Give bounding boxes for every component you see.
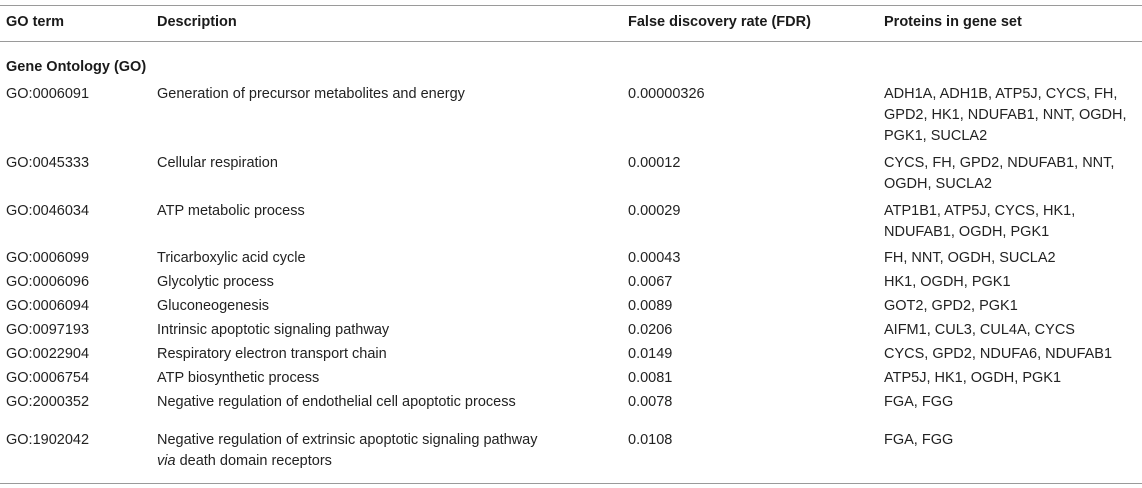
proteins-cell: FGA, FGG xyxy=(884,432,954,448)
go-term-cell: GO:0045333 xyxy=(6,155,90,171)
go-term-cell: GO:1902042 xyxy=(6,432,90,448)
go-term-cell: GO:0022904 xyxy=(6,346,90,362)
proteins-cell: ATP1B1, ATP5J, CYCS, HK1, NDUFAB1, OGDH, … xyxy=(884,203,1076,240)
fdr-cell: 0.0067 xyxy=(628,274,673,290)
header-rule xyxy=(0,41,1142,42)
top-rule xyxy=(0,5,1142,6)
fdr-cell: 0.0149 xyxy=(628,346,673,362)
proteins-cell: FGA, FGG xyxy=(884,394,954,410)
description-cell: Gluconeogenesis xyxy=(157,298,270,314)
description-cell: Negative regulation of endothelial cell … xyxy=(157,394,516,410)
go-term-cell: GO:0006094 xyxy=(6,298,90,314)
go-term-cell: GO:0006096 xyxy=(6,274,90,290)
description-cell: Generation of precursor metabolites and … xyxy=(157,86,465,102)
header-description: Description xyxy=(157,14,237,30)
description-cell: Intrinsic apoptotic signaling pathway xyxy=(157,322,390,338)
description-cell: ATP metabolic process xyxy=(157,203,305,219)
fdr-cell: 0.00029 xyxy=(628,203,681,219)
fdr-cell: 0.00043 xyxy=(628,250,681,266)
section-title: Gene Ontology (GO) xyxy=(6,59,147,75)
proteins-cell: CYCS, GPD2, NDUFA6, NDUFAB1 xyxy=(884,346,1113,362)
fdr-cell: 0.0206 xyxy=(628,322,673,338)
fdr-cell: 0.0089 xyxy=(628,298,673,314)
proteins-cell: AIFM1, CUL3, CUL4A, CYCS xyxy=(884,322,1075,338)
proteins-cell: FH, NNT, OGDH, SUCLA2 xyxy=(884,250,1056,266)
description-cell: Tricarboxylic acid cycle xyxy=(157,250,306,266)
go-term-cell: GO:0046034 xyxy=(6,203,90,219)
description-cell: ATP biosynthetic process xyxy=(157,370,320,386)
fdr-cell: 0.00012 xyxy=(628,155,681,171)
fdr-cell: 0.0108 xyxy=(628,432,673,448)
fdr-cell: 0.00000326 xyxy=(628,86,705,102)
header-go-term: GO term xyxy=(6,14,65,30)
go-term-cell: GO:2000352 xyxy=(6,394,90,410)
proteins-cell: HK1, OGDH, PGK1 xyxy=(884,274,1011,290)
description-cell: Glycolytic process xyxy=(157,274,274,290)
proteins-cell: GOT2, GPD2, PGK1 xyxy=(884,298,1018,314)
go-term-cell: GO:0006099 xyxy=(6,250,90,266)
fdr-cell: 0.0078 xyxy=(628,394,673,410)
proteins-cell: CYCS, FH, GPD2, NDUFAB1, NNT, OGDH, SUCLA… xyxy=(884,155,1115,192)
description-cell: Respiratory electron transport chain xyxy=(157,346,387,362)
description-cell: Negative regulation of extrinsic apoptot… xyxy=(157,432,538,469)
go-term-cell: GO:0006754 xyxy=(6,370,90,386)
fdr-cell: 0.0081 xyxy=(628,370,673,386)
proteins-cell: ATP5J, HK1, OGDH, PGK1 xyxy=(884,370,1062,386)
proteins-cell: ADH1A, ADH1B, ATP5J, CYCS, FH, GPD2, HK1,… xyxy=(884,86,1127,144)
header-proteins: Proteins in gene set xyxy=(884,14,1022,30)
bottom-rule xyxy=(0,483,1142,484)
go-term-cell: GO:0097193 xyxy=(6,322,90,338)
description-cell: Cellular respiration xyxy=(157,155,278,171)
header-fdr: False discovery rate (FDR) xyxy=(628,14,811,30)
go-term-cell: GO:0006091 xyxy=(6,86,90,102)
